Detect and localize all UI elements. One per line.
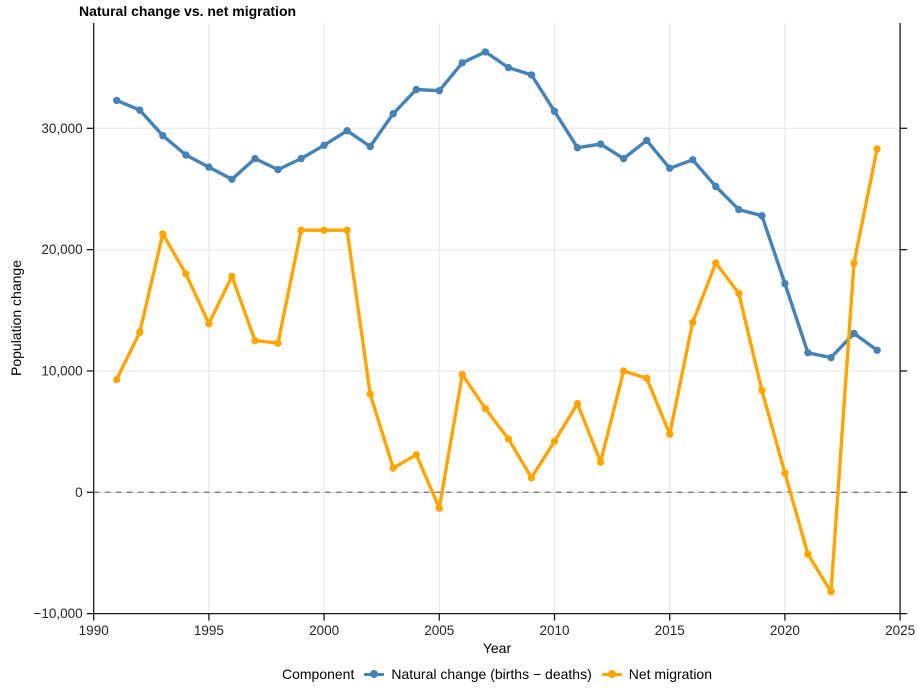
data-point: [712, 182, 720, 191]
data-point: [343, 226, 351, 234]
data-point: [550, 437, 559, 445]
data-point: [343, 127, 351, 135]
legend-title: Component: [281, 666, 355, 682]
data-point: [873, 346, 881, 354]
data-point: [458, 370, 466, 379]
data-point: [366, 142, 374, 151]
data-point: [389, 464, 397, 472]
series-line: [115, 50, 879, 360]
data-point: [113, 96, 121, 105]
legend: Component Natural change (births − death…: [94, 666, 900, 682]
data-point: [781, 469, 789, 477]
data-point: [850, 329, 858, 338]
y-tick-label: 20,000: [41, 242, 82, 257]
legend-label-natural-change: Natural change (births − deaths): [391, 666, 592, 682]
data-point: [320, 226, 328, 234]
data-point: [873, 145, 881, 153]
data-point: [550, 107, 559, 116]
data-point: [251, 336, 259, 345]
data-point: [573, 400, 582, 408]
data-point: [274, 339, 282, 347]
data-point: [666, 164, 674, 172]
data-point: [712, 259, 720, 267]
x-tick-label: 2015: [655, 623, 685, 638]
data-point: [366, 390, 374, 398]
legend-label-net-migration: Net migration: [628, 666, 713, 682]
y-tick-label: −10,000: [34, 606, 83, 621]
data-point: [666, 430, 674, 438]
data-point: [435, 87, 443, 95]
y-tick-label: 10,000: [41, 363, 82, 378]
data-point: [504, 63, 513, 72]
x-tick-label: 2010: [539, 623, 569, 638]
data-point: [435, 504, 443, 512]
data-point: [481, 48, 490, 56]
data-point: [389, 110, 397, 118]
data-point: [781, 279, 789, 288]
data-point: [504, 435, 513, 443]
data-point: [827, 588, 835, 596]
data-point: [320, 141, 328, 149]
data-point: [228, 272, 236, 280]
data-point: [596, 140, 605, 148]
x-tick-label: 1990: [79, 623, 109, 638]
line-dot-marker-icon: [364, 670, 385, 678]
data-point: [804, 349, 812, 357]
data-point: [136, 106, 144, 114]
legend-item-natural-change: Natural change (births − deaths): [364, 666, 592, 682]
data-point: [228, 175, 236, 183]
data-point: [527, 71, 536, 79]
data-point: [735, 289, 743, 297]
data-point: [689, 156, 697, 164]
data-point: [689, 318, 697, 327]
data-point: [596, 458, 605, 466]
x-tick-label: 1995: [194, 623, 224, 638]
data-point: [412, 85, 420, 94]
data-point: [643, 374, 651, 382]
data-point: [182, 151, 190, 159]
x-tick-label: 2000: [309, 623, 339, 638]
data-point: [159, 230, 167, 238]
data-point: [274, 165, 282, 174]
data-point: [758, 386, 766, 395]
chart-title: Natural change vs. net migration: [79, 3, 297, 19]
data-point: [251, 154, 259, 163]
legend-item-net-migration: Net migration: [601, 666, 713, 682]
data-point: [205, 319, 213, 328]
data-point: [412, 451, 420, 459]
y-tick-label: 30,000: [41, 121, 82, 136]
data-point: [619, 154, 628, 163]
data-point: [458, 59, 466, 67]
y-axis-title: Population change: [8, 260, 24, 376]
data-point: [573, 144, 582, 152]
data-point: [113, 375, 121, 384]
data-point: [159, 131, 167, 140]
x-tick-label: 2020: [770, 623, 800, 638]
data-point: [619, 367, 628, 375]
data-point: [205, 163, 213, 171]
data-point: [182, 270, 190, 278]
data-point: [804, 550, 812, 558]
line-dot-marker-icon: [601, 670, 622, 678]
data-point: [827, 353, 835, 362]
x-tick-label: 2025: [885, 623, 915, 638]
data-point: [850, 259, 858, 267]
data-point: [297, 226, 305, 234]
data-point: [758, 212, 766, 220]
y-tick-label: 0: [75, 485, 83, 500]
data-point: [297, 154, 305, 163]
data-point: [735, 205, 743, 214]
series-line: [115, 147, 879, 594]
data-point: [481, 404, 490, 413]
data-point: [643, 136, 651, 145]
data-point: [527, 474, 536, 482]
data-point: [136, 328, 144, 336]
x-tick-label: 2005: [424, 623, 454, 638]
x-axis-title: Year: [482, 640, 512, 656]
